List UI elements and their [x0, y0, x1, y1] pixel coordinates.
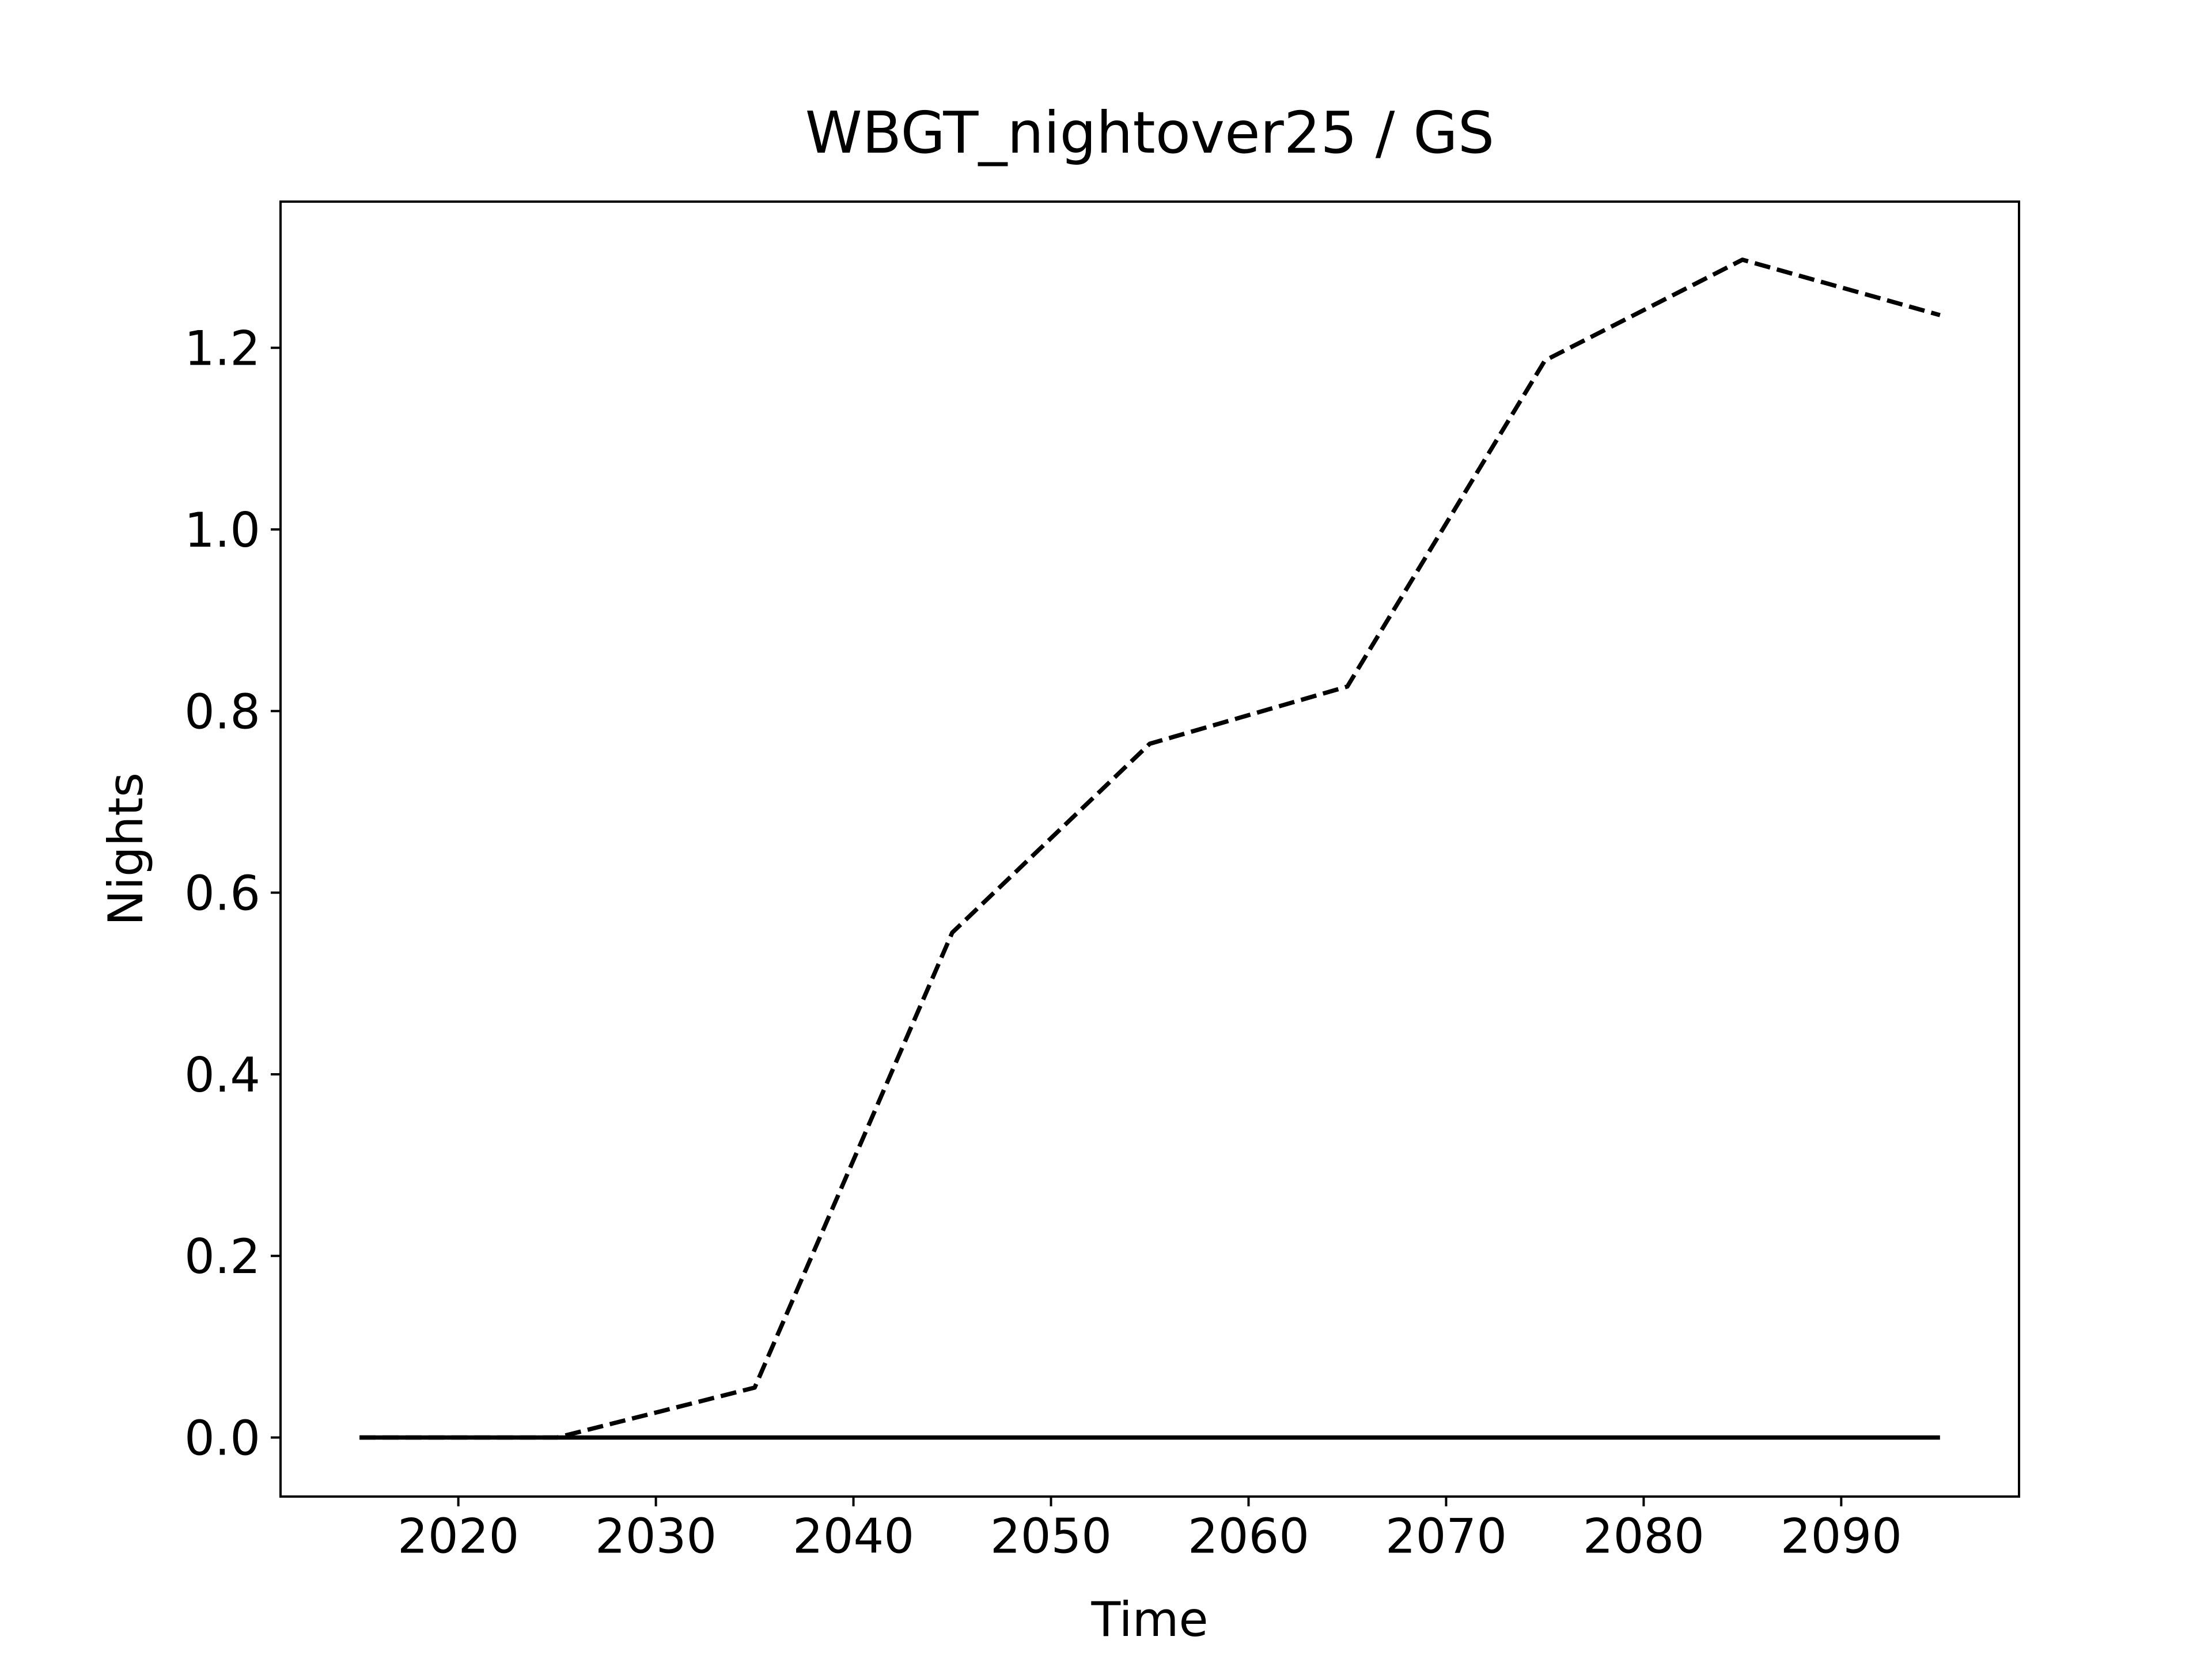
y-tick-label: 1.0	[184, 502, 260, 558]
y-axis-label: Nights	[98, 772, 154, 926]
x-tick-label: 2050	[990, 1508, 1112, 1564]
plot-frame	[279, 200, 2020, 1498]
y-tick-label: 0.4	[184, 1047, 260, 1103]
y-tick-label: 0.8	[184, 684, 260, 740]
x-axis-label: Time	[1090, 1592, 1208, 1647]
x-tick-label: 2040	[793, 1508, 914, 1564]
y-tick-label: 0.0	[184, 1410, 260, 1466]
chart-title: WBGT_nightover25 / GS	[805, 99, 1494, 166]
x-tick-label: 2080	[1583, 1508, 1705, 1564]
x-tick-label: 2090	[1781, 1508, 1902, 1564]
y-tick-label: 1.2	[184, 321, 260, 377]
x-tick-label: 2020	[397, 1508, 519, 1564]
x-tick-label: 2070	[1385, 1508, 1507, 1564]
y-tick-label: 0.6	[184, 866, 260, 922]
data-line	[359, 257, 1941, 1440]
x-tick-label: 2030	[595, 1508, 717, 1564]
x-tick-label: 2060	[1188, 1508, 1309, 1564]
y-tick-label: 0.2	[184, 1229, 260, 1285]
